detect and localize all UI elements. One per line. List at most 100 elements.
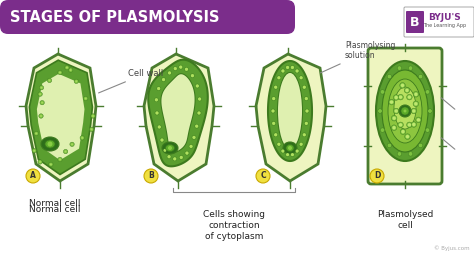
Circle shape xyxy=(196,125,198,127)
Circle shape xyxy=(400,83,405,88)
Circle shape xyxy=(413,101,419,107)
Circle shape xyxy=(161,139,163,141)
Circle shape xyxy=(272,97,276,101)
Circle shape xyxy=(406,89,408,91)
Circle shape xyxy=(185,151,189,155)
Circle shape xyxy=(413,110,415,112)
Circle shape xyxy=(304,97,308,101)
Circle shape xyxy=(144,169,158,183)
Text: Normal cell: Normal cell xyxy=(29,205,81,214)
Circle shape xyxy=(197,85,198,87)
Circle shape xyxy=(407,94,412,100)
Circle shape xyxy=(47,141,53,147)
FancyBboxPatch shape xyxy=(0,0,295,34)
Circle shape xyxy=(38,92,42,96)
Circle shape xyxy=(278,144,280,145)
Circle shape xyxy=(160,138,164,142)
Circle shape xyxy=(407,136,409,138)
Circle shape xyxy=(301,144,302,145)
Circle shape xyxy=(90,127,94,132)
Circle shape xyxy=(163,79,164,81)
Circle shape xyxy=(164,150,166,151)
Circle shape xyxy=(40,115,42,117)
Circle shape xyxy=(92,115,94,117)
Circle shape xyxy=(395,97,397,99)
Circle shape xyxy=(304,121,308,125)
Circle shape xyxy=(157,125,161,129)
Circle shape xyxy=(275,134,276,136)
Circle shape xyxy=(273,98,274,99)
Circle shape xyxy=(50,163,52,165)
Circle shape xyxy=(387,74,392,79)
Circle shape xyxy=(400,96,401,98)
Circle shape xyxy=(191,75,193,76)
PathPatch shape xyxy=(268,61,312,161)
Text: B: B xyxy=(410,15,420,28)
Polygon shape xyxy=(37,74,84,160)
Circle shape xyxy=(256,169,270,183)
Circle shape xyxy=(180,66,182,68)
Circle shape xyxy=(306,123,307,124)
Circle shape xyxy=(71,143,73,145)
Circle shape xyxy=(39,93,41,95)
Circle shape xyxy=(49,162,53,167)
Circle shape xyxy=(409,124,410,126)
Text: B: B xyxy=(148,171,154,181)
Ellipse shape xyxy=(162,142,178,154)
Text: Plasmolysed
cell: Plasmolysed cell xyxy=(377,210,433,230)
Circle shape xyxy=(391,101,392,103)
Circle shape xyxy=(193,137,195,138)
Circle shape xyxy=(400,129,406,134)
Circle shape xyxy=(397,152,401,156)
Circle shape xyxy=(39,86,44,90)
Circle shape xyxy=(59,72,61,74)
Circle shape xyxy=(34,131,38,136)
Text: C: C xyxy=(260,171,266,181)
Circle shape xyxy=(295,149,299,153)
Circle shape xyxy=(272,121,276,125)
FancyBboxPatch shape xyxy=(368,48,442,184)
Circle shape xyxy=(400,124,401,126)
Circle shape xyxy=(272,110,274,112)
Circle shape xyxy=(39,161,41,163)
Circle shape xyxy=(66,67,68,69)
Circle shape xyxy=(403,109,407,113)
Circle shape xyxy=(411,108,417,114)
Circle shape xyxy=(416,117,421,123)
Circle shape xyxy=(407,122,412,128)
FancyBboxPatch shape xyxy=(406,11,424,33)
Circle shape xyxy=(70,142,74,147)
Ellipse shape xyxy=(394,87,416,129)
Circle shape xyxy=(58,70,62,75)
Circle shape xyxy=(296,70,298,72)
Circle shape xyxy=(38,160,42,164)
Circle shape xyxy=(273,133,278,137)
Circle shape xyxy=(302,133,306,137)
Circle shape xyxy=(393,95,399,100)
Circle shape xyxy=(291,66,294,69)
Circle shape xyxy=(85,98,87,100)
Circle shape xyxy=(278,77,280,78)
Circle shape xyxy=(168,146,172,150)
Circle shape xyxy=(168,156,170,157)
Circle shape xyxy=(192,135,196,139)
Circle shape xyxy=(169,72,170,74)
Circle shape xyxy=(299,76,303,80)
Polygon shape xyxy=(162,74,194,152)
Circle shape xyxy=(277,76,281,80)
Circle shape xyxy=(162,78,165,82)
Text: Plasmolysing
solution: Plasmolysing solution xyxy=(320,41,395,73)
Circle shape xyxy=(397,66,401,70)
Circle shape xyxy=(75,80,77,82)
Circle shape xyxy=(282,150,284,152)
Circle shape xyxy=(415,93,417,95)
Circle shape xyxy=(389,99,394,105)
Polygon shape xyxy=(26,54,96,181)
Circle shape xyxy=(80,136,84,140)
Circle shape xyxy=(401,84,403,86)
Circle shape xyxy=(195,84,200,88)
Circle shape xyxy=(91,114,95,118)
Circle shape xyxy=(303,86,305,88)
Text: Normal cell: Normal cell xyxy=(29,199,81,209)
Circle shape xyxy=(428,109,432,113)
